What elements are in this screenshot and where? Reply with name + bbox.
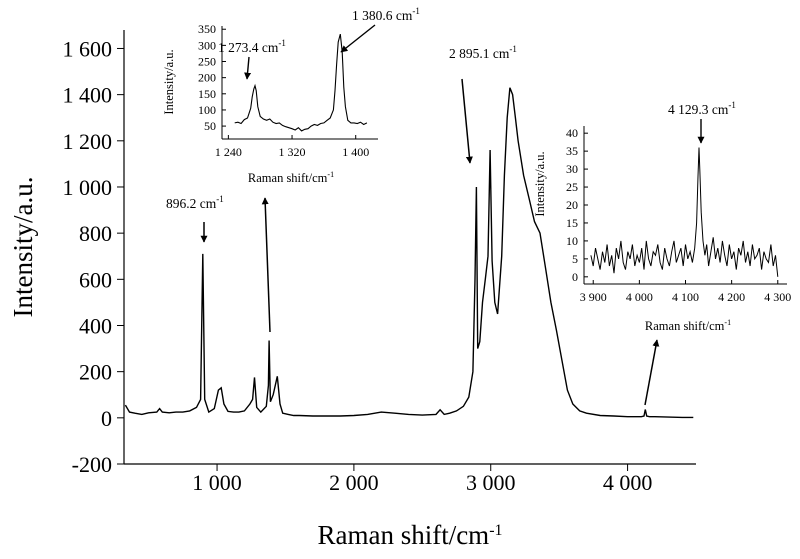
inset-left-spectrum-line xyxy=(234,33,368,132)
inset-left-y-tick-label: 50 xyxy=(204,119,216,133)
inset-left-y-tick-label: 200 xyxy=(198,71,216,85)
inset-right-y-tick-label: 35 xyxy=(566,144,578,158)
inset-left-x-tick-label: 1 400 xyxy=(342,145,369,159)
annotation-2895: 2 895.1 cm-1 xyxy=(449,44,517,61)
main-y-tick-label: 600 xyxy=(79,267,112,292)
inset-right-y-tick-label: 20 xyxy=(566,198,578,212)
main-y-tick-label: 1 400 xyxy=(63,83,113,108)
annotation-1380: 1 380.6 cm-1 xyxy=(352,6,420,23)
main-y-tick-label: 200 xyxy=(79,360,112,385)
main-y-tick-label: 0 xyxy=(101,406,112,431)
inset-right-y-ticks: 0 5 10 15 20 25 30 35 40 xyxy=(566,126,588,284)
main-x-tick-label: 1 000 xyxy=(192,470,242,495)
inset-left-y-tick-label: 300 xyxy=(198,38,216,52)
inset-left-plot: 1 240 1 320 1 400 50 100 150 200 250 300 350 Ram… xyxy=(162,6,420,185)
inset-right-y-tick-label: 10 xyxy=(566,234,578,248)
main-y-axis-title: Intensity/a.u. xyxy=(8,177,38,318)
inset-right-y-tick-label: 15 xyxy=(566,216,578,230)
inset-right-x-tick-label: 4 300 xyxy=(764,290,791,304)
inset-left-y-ticks: 50 100 150 200 250 300 350 xyxy=(198,22,226,133)
inset-left-y-tick-label: 100 xyxy=(198,103,216,117)
arrow-1273 xyxy=(244,56,252,80)
main-y-tick-label: 1 600 xyxy=(63,36,113,61)
arrow-to-left-inset xyxy=(261,197,271,333)
inset-right-y-tick-label: 25 xyxy=(566,180,578,194)
inset-left-x-axis-title: Raman shift/cm-1 xyxy=(248,170,334,185)
main-y-tick-label: 400 xyxy=(79,313,112,338)
main-plot: 1 000 2 000 3 000 4 000 -20002004006008001 … xyxy=(8,30,696,550)
annotation-896: 896.2 cm-1 xyxy=(166,194,224,211)
arrow-to-right-inset xyxy=(644,339,660,406)
main-x-tick-label: 3 000 xyxy=(466,470,516,495)
inset-right-y-tick-label: 30 xyxy=(566,162,578,176)
inset-right-x-tick-label: 3 900 xyxy=(580,290,607,304)
inset-left-x-ticks: 1 240 1 320 1 400 xyxy=(215,135,369,159)
inset-right-y-tick-label: 5 xyxy=(572,252,578,266)
main-x-tick-label: 2 000 xyxy=(329,470,379,495)
main-x-ticks: 1 000 2 000 3 000 4 000 xyxy=(192,464,652,495)
inset-right-x-ticks: 3 900 4 000 4 100 4 200 4 300 xyxy=(580,280,791,304)
main-spectrum-line xyxy=(124,87,694,419)
main-y-tick-label: 800 xyxy=(79,221,112,246)
inset-right-y-tick-label: 40 xyxy=(566,126,578,140)
inset-right-x-tick-label: 4 200 xyxy=(718,290,745,304)
inset-left-x-tick-label: 1 320 xyxy=(279,145,306,159)
arrow-1380 xyxy=(340,24,376,53)
annotation-4129: 4 129.3 cm-1 xyxy=(668,100,736,117)
inset-right-x-tick-label: 4 100 xyxy=(672,290,699,304)
inset-left-x-tick-label: 1 240 xyxy=(215,145,242,159)
inset-right-spectrum-line xyxy=(590,147,779,277)
inset-left-y-tick-label: 150 xyxy=(198,87,216,101)
inset-left-y-axis-title: Intensity/a.u. xyxy=(162,49,176,114)
inset-left-y-tick-label: 350 xyxy=(198,22,216,36)
inset-right-x-axis-title: Raman shift/cm-1 xyxy=(645,318,731,333)
main-x-tick-label: 4 000 xyxy=(603,470,653,495)
inset-right-y-axis-title: Intensity/a.u. xyxy=(533,151,547,216)
main-y-ticks: -200 0 200 400 600 800 1 000 1 200 1 400 1 600 xyxy=(63,36,124,477)
main-y-tick-label: 1 200 xyxy=(63,129,113,154)
arrow-2895 xyxy=(461,78,473,164)
annotation-1273: 1 273.4 cm-1 xyxy=(218,38,286,55)
inset-right-plot: 3 900 4 000 4 100 4 200 4 300 0 5 10 15 20 25 30 35… xyxy=(533,100,791,333)
main-y-tick-label: -200 xyxy=(72,452,112,477)
inset-left-y-tick-label: 250 xyxy=(198,55,216,69)
main-x-axis-title: Raman shift/cm-1 xyxy=(317,520,502,550)
inset-right-y-tick-label: 0 xyxy=(572,270,578,284)
inset-right-x-tick-label: 4 000 xyxy=(626,290,653,304)
main-y-tick-label: 1 000 xyxy=(63,175,113,200)
